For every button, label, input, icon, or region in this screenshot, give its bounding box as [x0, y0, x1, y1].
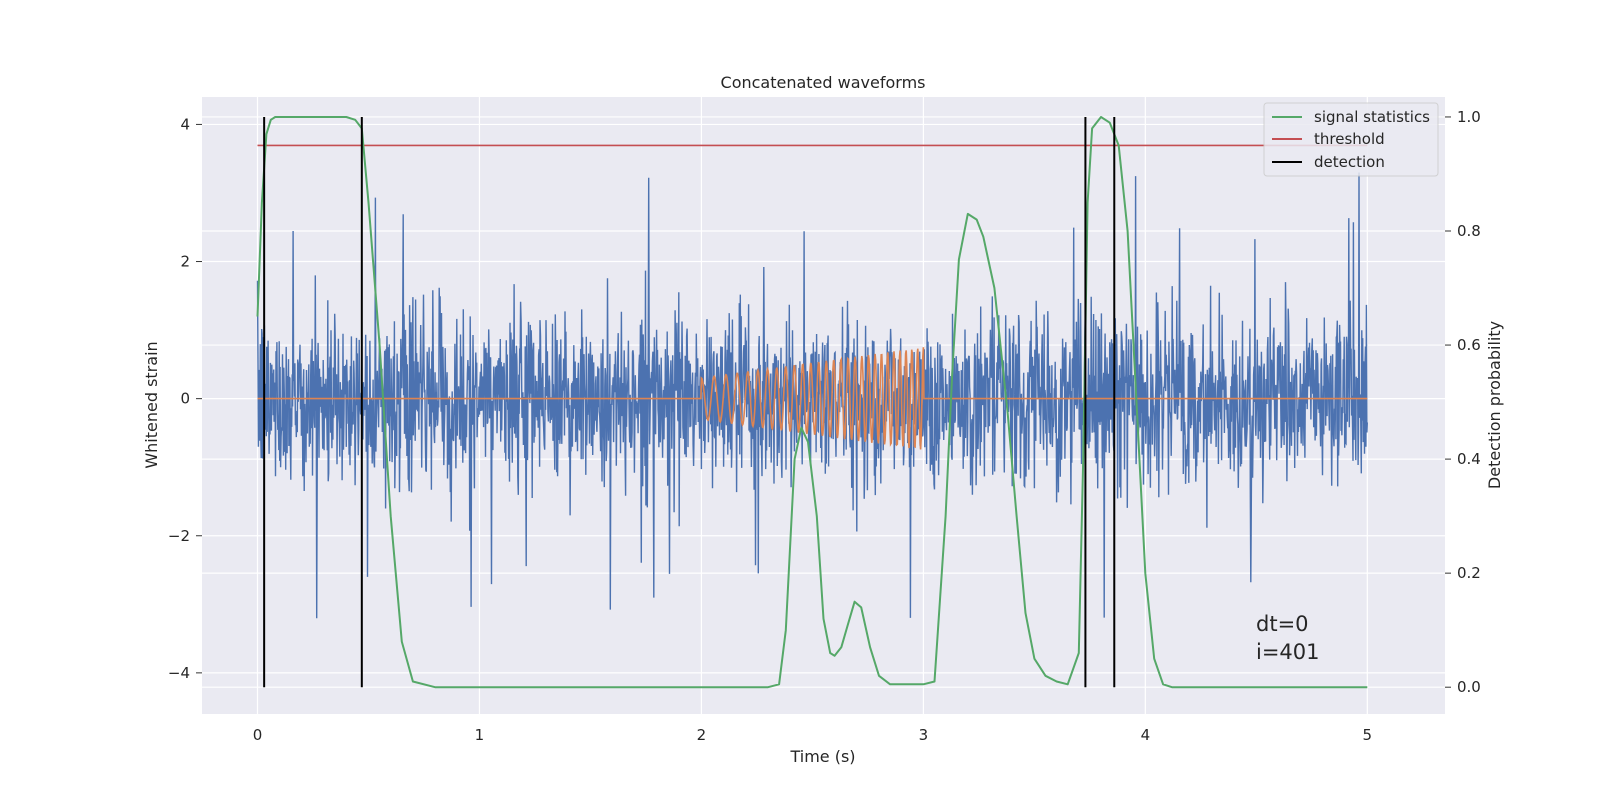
legend: signal statistics threshold detection	[1263, 102, 1439, 177]
y2-axis-label: Detection probability	[1485, 321, 1504, 489]
series-chirp	[257, 347, 1368, 450]
chart-title: Concatenated waveforms	[721, 73, 926, 92]
y-tick-label: 4	[180, 115, 190, 133]
x-tick-label: 1	[475, 726, 485, 744]
y2-tick-label: 0.0	[1457, 678, 1481, 696]
x-tick-label: 0	[253, 726, 263, 744]
grid-lines	[202, 97, 1445, 714]
y2-tick-label: 0.4	[1457, 450, 1481, 468]
x-tick-label: 4	[1141, 726, 1151, 744]
axis-ticks: 0 1 2 3 4 5 −4 −2 0 2 4 0.0 0.2 0.4 0.6 0.8 1.0	[168, 108, 1481, 744]
legend-label-threshold: threshold	[1314, 130, 1385, 148]
x-tick-label: 2	[697, 726, 707, 744]
y-tick-label: 0	[180, 390, 190, 408]
x-tick-label: 3	[919, 726, 929, 744]
legend-box	[1263, 102, 1439, 177]
series-signal-statistics	[256, 116, 1368, 689]
y-axis-label: Whitened strain	[142, 341, 161, 468]
y2-tick-label: 0.8	[1457, 222, 1481, 240]
y-tick-label: −4	[168, 664, 190, 682]
series-layer	[256, 116, 1368, 689]
y-tick-label: −2	[168, 527, 190, 545]
legend-label-signal-statistics: signal statistics	[1314, 108, 1430, 126]
y2-tick-label: 0.2	[1457, 564, 1481, 582]
y2-tick-label: 0.6	[1457, 336, 1481, 354]
legend-label-detection: detection	[1314, 153, 1385, 171]
annotation-dt: dt=0	[1256, 612, 1309, 636]
y2-tick-label: 1.0	[1457, 108, 1481, 126]
x-tick-label: 5	[1363, 726, 1373, 744]
x-axis-label: Time (s)	[789, 747, 855, 766]
y-tick-label: 2	[180, 253, 190, 271]
annotation-i: i=401	[1256, 640, 1320, 664]
